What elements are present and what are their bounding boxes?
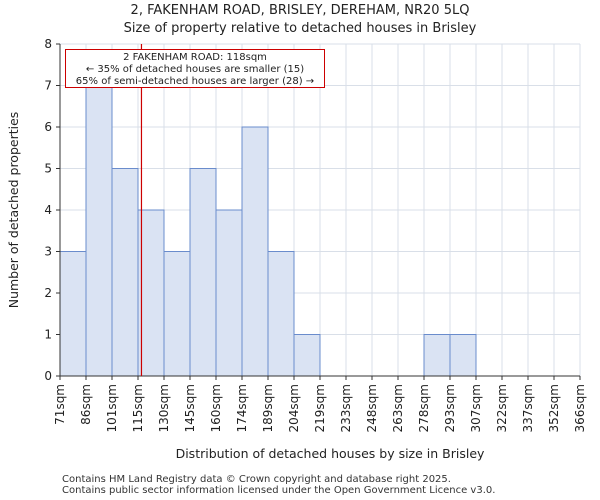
y-tick-label: 3 — [44, 245, 52, 259]
x-tick-label: 130sqm — [157, 384, 171, 432]
annotation-smaller-share: ← 35% of detached houses are smaller (15… — [85, 64, 305, 75]
property-annotation-box: 2 FAKENHAM ROAD: 118sqm ← 35% of detache… — [65, 49, 325, 88]
y-tick-label: 4 — [44, 203, 52, 217]
histogram-bar — [267, 251, 295, 377]
footer-licence: Contains public sector information licen… — [62, 485, 496, 496]
footer-copyright: Contains HM Land Registry data © Crown c… — [62, 474, 451, 485]
y-tick-label: 5 — [44, 162, 52, 176]
annotation-larger-share: 65% of semi-detached houses are larger (… — [75, 76, 315, 87]
histogram-bar — [111, 168, 139, 377]
histogram-bar — [423, 334, 451, 377]
x-tick-label: 189sqm — [261, 384, 275, 432]
x-axis-label: Distribution of detached houses by size … — [176, 446, 485, 461]
x-tick-label: 71sqm — [53, 384, 67, 425]
x-tick-label: 307sqm — [469, 384, 483, 432]
y-axis-label: Number of detached properties — [6, 112, 21, 309]
y-tick-label: 0 — [44, 369, 52, 383]
x-tick-label: 160sqm — [209, 384, 223, 432]
x-tick-label: 322sqm — [495, 384, 509, 432]
y-tick-label: 8 — [44, 37, 52, 51]
x-tick-label: 278sqm — [417, 384, 431, 432]
histogram-bar — [59, 251, 87, 377]
x-tick-label: 248sqm — [365, 384, 379, 432]
histogram-chart: 0 1 2 3 4 5 6 7 8 71sqm 86sqm 101sqm 115sqm 130sqm 145… — [6, 37, 587, 461]
annotation-property-size: 2 FAKENHAM ROAD: 118sqm — [123, 52, 267, 63]
y-tick-label: 1 — [44, 328, 52, 342]
x-tick-label: 337sqm — [521, 384, 535, 432]
histogram-bar — [241, 126, 269, 377]
x-tick-label: 293sqm — [443, 384, 457, 432]
chart-subtitle: Size of property relative to detached ho… — [123, 21, 477, 36]
histogram-bar — [189, 168, 217, 377]
x-tick-label: 86sqm — [79, 384, 93, 425]
x-tick-label: 204sqm — [287, 384, 301, 432]
x-tick-label: 352sqm — [547, 384, 561, 432]
x-tick-label: 219sqm — [313, 384, 327, 432]
histogram-bar — [215, 209, 243, 377]
x-tick-label: 115sqm — [131, 384, 145, 432]
x-tick-label: 233sqm — [339, 384, 353, 432]
y-tick-label: 2 — [44, 286, 52, 300]
x-tick-label: 145sqm — [183, 384, 197, 432]
x-tick-label: 101sqm — [105, 384, 119, 432]
histogram-bar — [449, 334, 477, 377]
x-tick-label: 366sqm — [573, 384, 587, 432]
x-tick-label: 263sqm — [391, 384, 405, 432]
chart-title-line1: 2, FAKENHAM ROAD, BRISLEY, DEREHAM, NR20… — [130, 3, 470, 18]
x-tick-label: 174sqm — [235, 384, 249, 432]
histogram-bar — [293, 334, 321, 377]
y-tick-label: 6 — [44, 120, 52, 134]
histogram-bar — [85, 85, 113, 377]
y-tick-label: 7 — [44, 79, 52, 93]
histogram-bar — [163, 251, 191, 377]
